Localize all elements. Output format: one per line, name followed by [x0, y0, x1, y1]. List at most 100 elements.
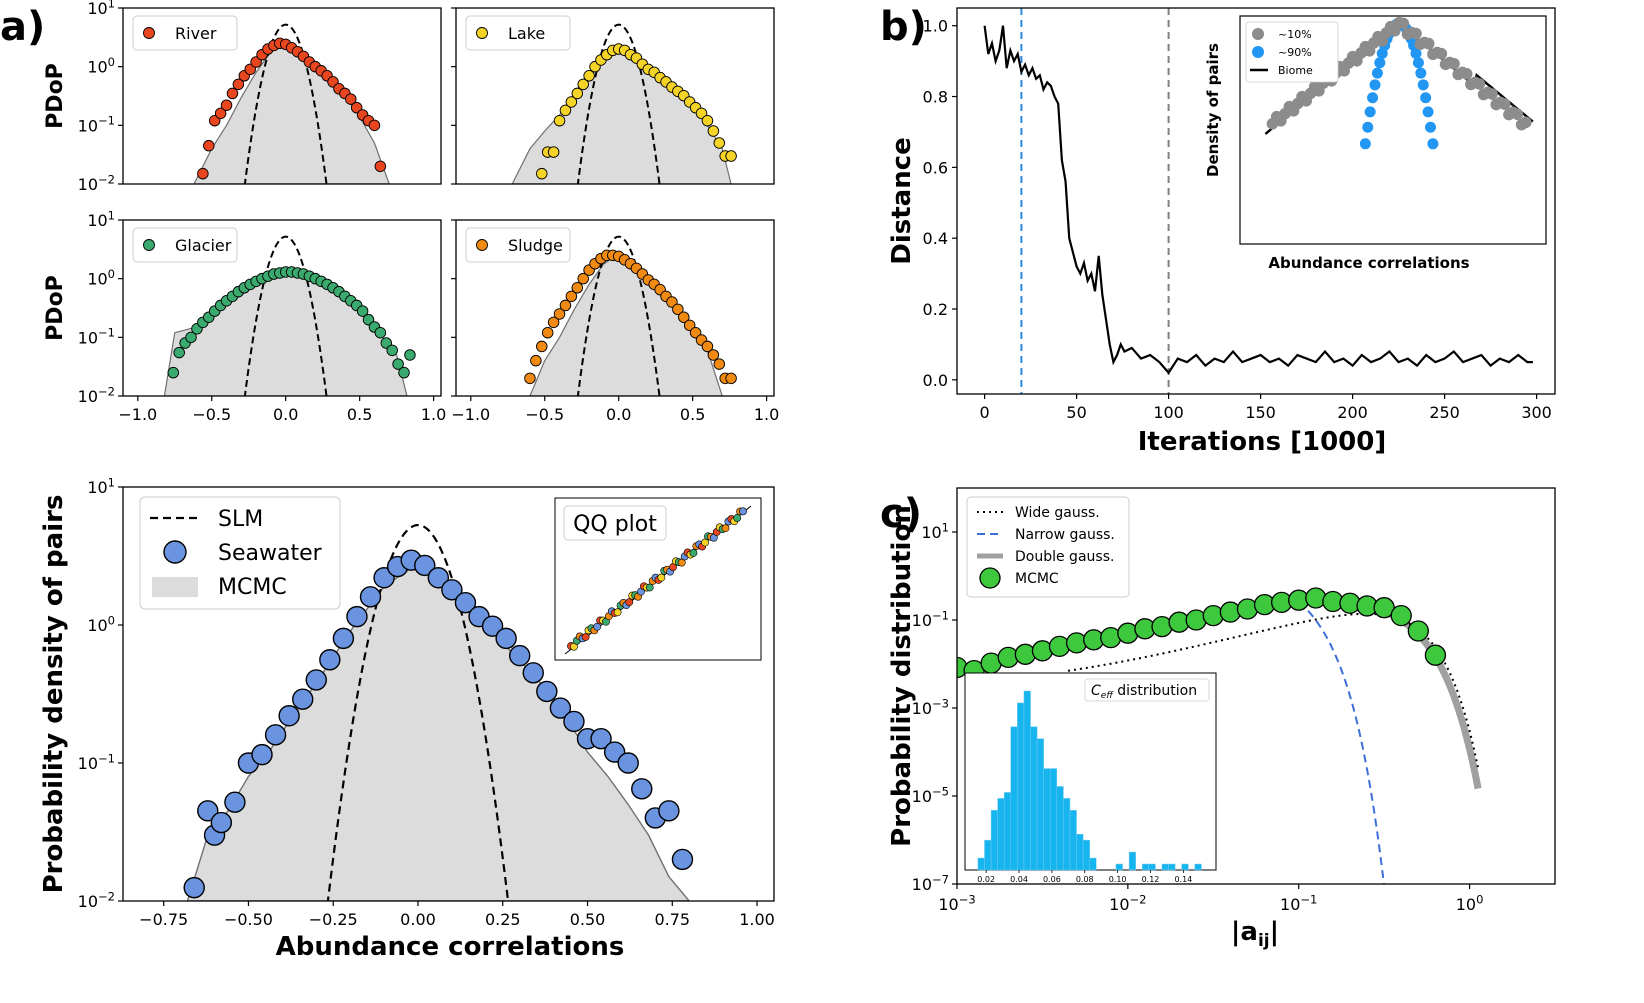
legend-label: Narrow gauss. [1015, 527, 1115, 543]
histogram-bar [1063, 798, 1071, 871]
blue-point [1362, 121, 1374, 133]
panel-label-c: c) [880, 491, 922, 537]
blue-point [1427, 138, 1439, 150]
y-axis-label: Distance [887, 137, 917, 265]
qq-point [613, 608, 622, 617]
slm-line [576, 23, 661, 184]
tick-label: −1.0 [451, 405, 490, 424]
inset-plot [1264, 16, 1534, 150]
main-plot [183, 523, 694, 901]
qq-point [733, 514, 742, 522]
blue-point [1369, 79, 1381, 91]
y-axis-label: Probability distribution [887, 505, 917, 847]
legend-marker [143, 27, 155, 39]
seawater-point [319, 649, 341, 671]
qq-point [625, 598, 634, 607]
seawater-point [563, 710, 585, 733]
legend-label: Sludge [508, 236, 563, 255]
mcmc-point [1305, 587, 1327, 609]
blue-point [1367, 92, 1379, 104]
blue-point [1420, 92, 1432, 104]
legend-label: ~90% [1278, 46, 1312, 59]
seawater-point [441, 579, 463, 601]
mcmc-point [1048, 635, 1071, 658]
data-point [398, 366, 410, 379]
axes-frame [956, 487, 1556, 885]
seawater-point [509, 644, 531, 667]
tick-label: 0.5 [680, 405, 705, 424]
gray-point [1520, 116, 1532, 129]
tick-label: 100 [1153, 403, 1184, 422]
legend-label: River [175, 24, 217, 43]
data-point [547, 146, 560, 158]
data-point [536, 167, 548, 180]
histogram-bar [1030, 726, 1038, 871]
tick-label: 0.10 [1109, 875, 1127, 884]
tick-label: 0.0 [923, 371, 948, 390]
data-point [571, 87, 584, 100]
histogram-bar [1023, 690, 1031, 871]
gray-point [1410, 27, 1422, 40]
gray-point [1435, 47, 1448, 60]
tick-label: 0.0 [273, 405, 298, 424]
tick-label: 50 [1066, 403, 1086, 422]
inset-x-label: Abundance correlations [1268, 254, 1469, 272]
legend-label: ~10% [1278, 28, 1312, 41]
histogram-bar [990, 810, 998, 871]
data-point [530, 354, 542, 367]
data-point [547, 316, 560, 329]
legend: Glacier [132, 227, 238, 263]
blue-point [1364, 106, 1376, 118]
legend-box [465, 227, 571, 263]
gray-point [1498, 98, 1511, 110]
histogram-bar [1168, 863, 1176, 871]
histogram-bar [1017, 702, 1025, 871]
legend-marker [1252, 46, 1264, 58]
distance-line [983, 25, 1533, 375]
legend-marker [163, 540, 187, 564]
gray-point [1448, 57, 1460, 70]
histogram-bar [1181, 863, 1189, 871]
tick-label: 0.5 [347, 405, 372, 424]
tick-label: 0.00 [400, 910, 436, 929]
data-point [173, 346, 185, 359]
histogram-bar [1194, 863, 1202, 871]
x-axis-label: Abundance correlations [276, 932, 625, 962]
tick-label: 0.14 [1174, 875, 1192, 884]
tick-label: 0.8 [923, 88, 948, 107]
data-point [536, 340, 548, 353]
tick-label: 150 [1245, 403, 1276, 422]
histogram-bar [1082, 839, 1090, 871]
seawater-point [183, 876, 205, 899]
data-point [672, 303, 684, 316]
data-point [713, 137, 726, 149]
legend-marker [152, 577, 198, 597]
data-point [583, 70, 595, 82]
legend: Lake [465, 15, 571, 51]
mcmc-point [1390, 604, 1412, 627]
slm-line [576, 235, 661, 396]
seawater-point [617, 752, 639, 774]
tick-label: 300 [1521, 403, 1552, 422]
legend-marker [143, 239, 155, 251]
tick-label: 1.0 [923, 17, 948, 36]
mcmc-point [1407, 620, 1429, 642]
gray-point [1460, 68, 1473, 80]
tick-label: −0.25 [309, 910, 358, 929]
tick-label: 0.12 [1142, 875, 1160, 884]
qq-point [645, 583, 654, 592]
legend-box [1245, 21, 1339, 83]
tick-label: 0.08 [1076, 875, 1094, 884]
tick-label: 0 [980, 403, 990, 422]
axes-frame [122, 219, 442, 397]
axes-frame [455, 219, 775, 397]
data-point [524, 372, 536, 385]
data-point [678, 311, 690, 323]
legend-box [465, 15, 571, 51]
histogram-bar [984, 839, 992, 871]
wide-gauss-line [1067, 612, 1480, 769]
data-point [701, 114, 714, 127]
histogram-bar [1056, 786, 1064, 871]
qq-point [593, 622, 602, 631]
